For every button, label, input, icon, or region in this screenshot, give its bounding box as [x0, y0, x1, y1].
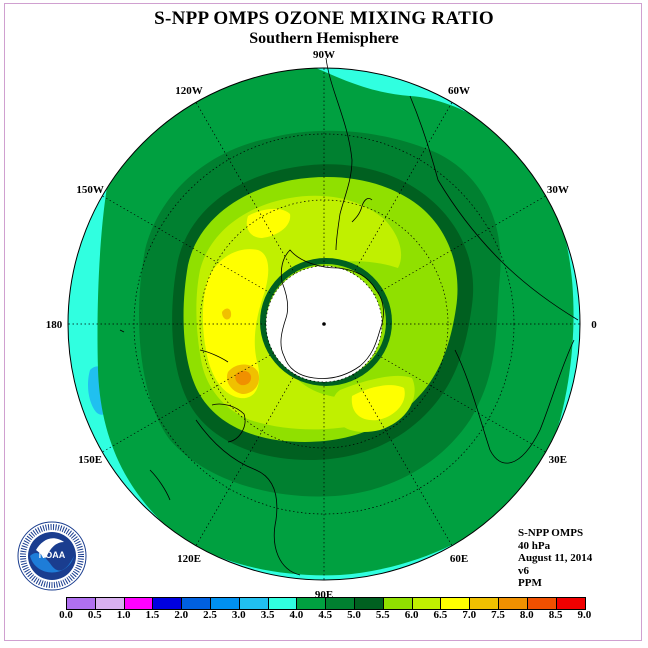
ozone-band-7.0-7.5 — [222, 308, 232, 320]
meridian-line — [374, 352, 546, 453]
longitude-label: 30W — [547, 184, 569, 196]
colorbar-swatch — [527, 598, 557, 609]
coastlines — [119, 57, 579, 576]
instrument-label: S-NPP OMPS — [518, 527, 584, 539]
colorbar-swatch — [297, 598, 327, 609]
colorbar-tick-label: 6.0 — [404, 609, 419, 621]
meridian-line — [352, 102, 453, 274]
product-info: S-NPP OMPS 40 hPa August 11, 2014 v6 PPM — [518, 527, 592, 590]
meridian-line — [374, 195, 546, 296]
longitude-label: 30E — [549, 454, 567, 466]
colorbar-swatch — [95, 598, 125, 609]
colorbar — [66, 597, 587, 610]
ozone-band-6.5-7.0 — [351, 385, 405, 421]
colorbar-tick-label: 4.5 — [318, 609, 333, 621]
longitude-label: 60E — [450, 553, 468, 565]
colorbar-swatch — [412, 598, 442, 609]
ozone-band-7.5-8.0 — [235, 370, 252, 386]
longitude-label: 120E — [177, 553, 201, 565]
plot-frame — [4, 3, 642, 641]
colorbar-swatch — [383, 598, 413, 609]
graticule — [68, 68, 580, 580]
colorbar-tick-label: 9.0 — [577, 609, 592, 621]
colorbar-swatch — [498, 598, 528, 609]
meridian-line — [352, 374, 453, 546]
colorbar-tick-label: 2.0 — [174, 609, 189, 621]
logo-wordmark: NOAA — [39, 550, 66, 560]
colorbar-tick-label: 2.5 — [203, 609, 217, 621]
longitude-label: 180 — [46, 319, 63, 331]
units-label: PPM — [518, 577, 542, 589]
longitude-label: 60W — [448, 85, 470, 97]
colorbar-tick-label: 8.5 — [548, 609, 563, 621]
ozone-band-6.5-7.0 — [202, 249, 269, 399]
colorbar-tick-label: 3.0 — [231, 609, 246, 621]
colorbar-tick-label: 3.5 — [260, 609, 275, 621]
colorbar-tick-label: 0.0 — [59, 609, 73, 621]
date-label: August 11, 2014 — [518, 552, 593, 564]
longitude-label: 150E — [78, 454, 102, 466]
longitude-label: 150W — [76, 184, 104, 196]
colorbar-tick-label: 7.5 — [491, 609, 505, 621]
ozone-field — [68, 68, 580, 580]
colorbar-tick-label: 4.0 — [289, 609, 304, 621]
colorbar-tick-label: 8.0 — [519, 609, 534, 621]
latitude-circle — [199, 199, 449, 449]
colorbar-tick-label: 1.5 — [145, 609, 160, 621]
colorbar-swatch — [153, 598, 183, 609]
pressure-level-label: 40 hPa — [518, 539, 551, 552]
meridian-line — [195, 102, 296, 274]
longitude-label: 90W — [313, 49, 335, 61]
map-title: S-NPP OMPS OZONE MIXING RATIO — [154, 8, 494, 29]
ozone-band-6.5-7.0 — [246, 208, 291, 238]
colorbar-tick-label: 7.0 — [462, 609, 477, 621]
colorbar-swatch — [354, 598, 384, 609]
colorbar-swatch — [441, 598, 471, 609]
colorbar-tick-label: 1.0 — [116, 609, 131, 621]
meridian-line — [102, 352, 274, 453]
colorbar-swatch — [556, 598, 586, 609]
colorbar-swatch — [67, 598, 96, 609]
colorbar-swatch — [268, 598, 298, 609]
colorbar-swatch — [182, 598, 211, 609]
colorbar-swatch — [470, 598, 499, 609]
longitude-label: 120W — [175, 85, 203, 97]
map-subtitle: Southern Hemisphere — [249, 30, 399, 47]
colorbar-labels: 0.0 0.5 1.0 1.5 2.0 2.5 3.0 3.5 4.0 4.5 5.0 5.5 6.0 6… — [0, 609, 648, 623]
noaa-logo: NOAA — [17, 521, 87, 591]
colorbar-swatch — [239, 598, 269, 609]
meridian-line — [195, 374, 296, 546]
colorbar-swatch — [124, 598, 154, 609]
colorbar-swatch — [326, 598, 355, 609]
colorbar-tick-label: 5.5 — [375, 609, 390, 621]
meridian-line — [102, 195, 274, 296]
colorbar-tick-label: 6.5 — [433, 609, 448, 621]
colorbar-tick-label: 5.0 — [347, 609, 361, 621]
map-border — [67, 67, 581, 581]
south-pole-marker — [322, 322, 326, 326]
version-label: v6 — [518, 564, 529, 577]
longitude-label: 0 — [591, 319, 597, 331]
colorbar-swatch — [210, 598, 240, 609]
colorbar-tick-label: 0.5 — [87, 609, 102, 621]
